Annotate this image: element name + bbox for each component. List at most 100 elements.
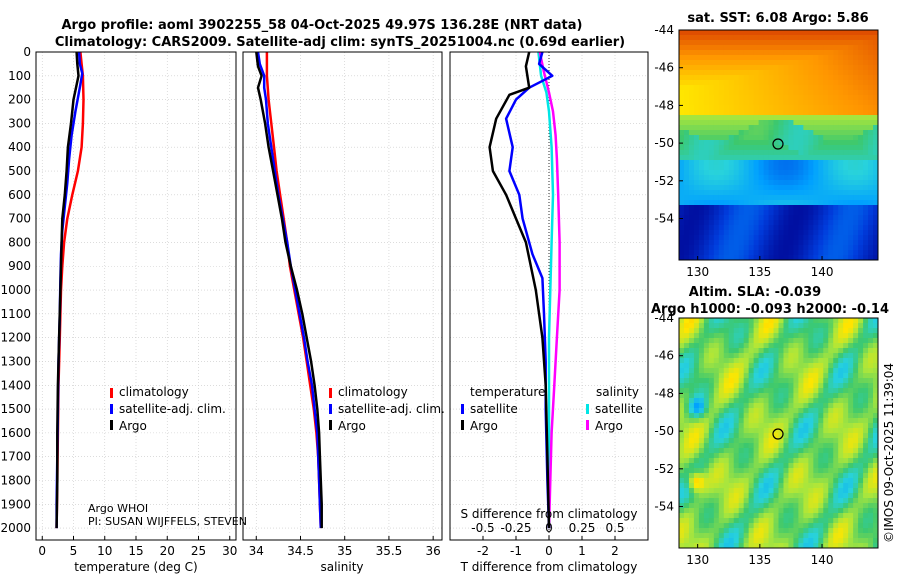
- heatmap-cell: [793, 250, 799, 256]
- heatmap-cell: [788, 418, 794, 424]
- heatmap-cell: [743, 55, 750, 61]
- heatmap-cell: [773, 185, 779, 191]
- heatmap-cell: [703, 170, 710, 176]
- heatmap-cell: [728, 205, 735, 211]
- heatmap-cell: [858, 493, 864, 499]
- heatmap-cell: [818, 418, 824, 424]
- heatmap-cell: [738, 35, 745, 41]
- heatmap-cell: [838, 230, 844, 236]
- heatmap-cell: [718, 85, 725, 91]
- heatmap-cell: [768, 175, 775, 181]
- heatmap-cell: [858, 195, 864, 201]
- heatmap-cell: [868, 333, 874, 339]
- heatmap-cell: [728, 145, 735, 151]
- heatmap-cell: [698, 180, 705, 186]
- heatmap-cell: [733, 403, 740, 409]
- heatmap-cell: [723, 120, 730, 126]
- salinity-panel: 34 34.5 35 35.5 36 salinity climatology sate…: [242, 51, 445, 574]
- heatmap-cell: [733, 205, 740, 211]
- heatmap-cell: [793, 50, 799, 56]
- heatmap-cell: [758, 458, 765, 464]
- heatmap-cell: [688, 538, 695, 544]
- heatmap-cell: [728, 388, 735, 394]
- heatmap-cell: [688, 95, 695, 101]
- heatmap-cell: [803, 110, 809, 116]
- heatmap-cell: [703, 373, 710, 379]
- heatmap-cell: [713, 523, 720, 529]
- heatmap-cell: [708, 215, 715, 221]
- heatmap-cell: [708, 403, 715, 409]
- heatmap-cell: [723, 35, 730, 41]
- heatmap-cell: [753, 333, 760, 339]
- heatmap-cell: [703, 348, 710, 354]
- heatmap-cell: [803, 528, 809, 534]
- heatmap-cell: [683, 165, 690, 171]
- heatmap-cell: [733, 353, 740, 359]
- heatmap-cell: [783, 160, 789, 166]
- heatmap-cell: [793, 428, 799, 434]
- heatmap-cell: [683, 240, 690, 246]
- heatmap-cell: [748, 185, 755, 191]
- heatmap-cell: [863, 458, 869, 464]
- heatmap-cell: [868, 75, 874, 81]
- heatmap-cell: [708, 75, 715, 81]
- heatmap-cell: [818, 403, 824, 409]
- heatmap-cell: [848, 120, 854, 126]
- heatmap-cell: [713, 338, 720, 344]
- heatmap-cell: [693, 90, 700, 96]
- heatmap-cell: [768, 230, 775, 236]
- heatmap-cell: [743, 443, 750, 449]
- heatmap-cell: [718, 150, 725, 156]
- heatmap-cell: [758, 463, 765, 469]
- s-tick-label: 0.5: [605, 521, 624, 535]
- heatmap-cell: [788, 478, 794, 484]
- heatmap-cell: [773, 30, 779, 36]
- heatmap-cell: [758, 423, 765, 429]
- heatmap-cell: [703, 333, 710, 339]
- heatmap-cell: [733, 463, 740, 469]
- heatmap-cell: [808, 388, 814, 394]
- heatmap-cell: [863, 393, 869, 399]
- heatmap-cell: [718, 210, 725, 216]
- heatmap-cell: [743, 230, 750, 236]
- heatmap-cell: [868, 220, 874, 226]
- heatmap-cell: [848, 160, 854, 166]
- heatmap-cell: [743, 453, 750, 459]
- heatmap-cell: [848, 30, 854, 36]
- heatmap-cell: [693, 110, 700, 116]
- heatmap-cell: [863, 513, 869, 519]
- heatmap-cell: [783, 130, 789, 136]
- heatmap-cell: [708, 348, 715, 354]
- heatmap-cell: [728, 463, 735, 469]
- heatmap-cell: [708, 130, 715, 136]
- heatmap-cell: [708, 488, 715, 494]
- heatmap-cell: [813, 468, 819, 474]
- heatmap-cell: [798, 378, 804, 384]
- heatmap-cell: [793, 463, 799, 469]
- heatmap-cell: [679, 185, 685, 191]
- heatmap-cell: [833, 378, 839, 384]
- heatmap-cell: [748, 328, 755, 334]
- heatmap-cell: [823, 343, 829, 349]
- heatmap-cell: [698, 363, 705, 369]
- heatmap-cell: [778, 408, 784, 414]
- heatmap-cell: [768, 70, 775, 76]
- heatmap-cell: [748, 50, 755, 56]
- heatmap-cell: [743, 448, 750, 454]
- heatmap-cell: [813, 155, 819, 161]
- heatmap-cell: [833, 393, 839, 399]
- heatmap-cell: [738, 383, 745, 389]
- heatmap-cell: [778, 403, 784, 409]
- heatmap-cell: [748, 368, 755, 374]
- heatmap-cell: [793, 135, 799, 141]
- heatmap-cell: [688, 523, 695, 529]
- heatmap-cell: [873, 205, 879, 211]
- heatmap-cell: [818, 225, 824, 231]
- heatmap-cell: [833, 235, 839, 241]
- heatmap-cell: [863, 413, 869, 419]
- heatmap-cell: [693, 388, 700, 394]
- heatmap-cell: [693, 468, 700, 474]
- heatmap-cell: [838, 408, 844, 414]
- heatmap-cell: [828, 473, 834, 479]
- heatmap-cell: [783, 245, 789, 251]
